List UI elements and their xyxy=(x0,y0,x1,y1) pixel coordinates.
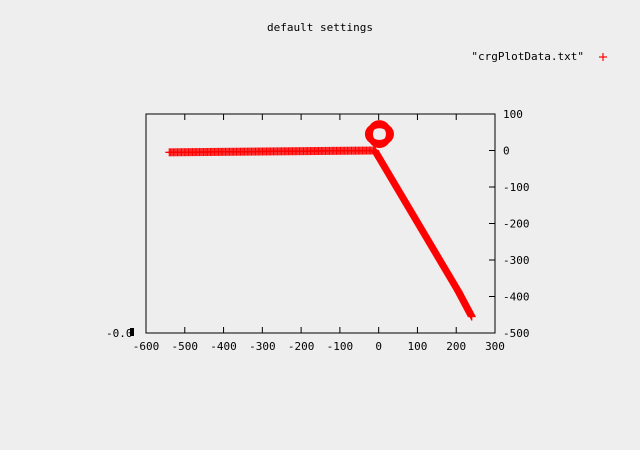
left-axis-marker xyxy=(130,328,134,336)
plot-frame xyxy=(145,113,496,334)
chart-title: default settings xyxy=(267,21,373,34)
legend-marker xyxy=(599,53,607,61)
data-point xyxy=(467,312,476,321)
x-tick-label: -500 xyxy=(172,340,199,353)
legend-label: "crgPlotData.txt" xyxy=(471,50,584,63)
left-axis-label: -0.0 xyxy=(106,327,133,340)
x-tick-label: -300 xyxy=(249,340,276,353)
y-tick-label: 0 xyxy=(503,145,510,158)
y-tick-label: -200 xyxy=(503,218,530,231)
data-point xyxy=(385,130,394,139)
y-tick-label: -300 xyxy=(503,254,530,267)
x-axis: -600 -500 -400 -300 -200 -100 0 100 200 300 xyxy=(133,114,505,353)
x-tick-label: -100 xyxy=(327,340,354,353)
x-tick-label: -400 xyxy=(210,340,237,353)
x-tick-label: 300 xyxy=(485,340,505,353)
x-tick-label: 0 xyxy=(375,340,382,353)
x-tick-label: 100 xyxy=(408,340,428,353)
y-tick-label: -100 xyxy=(503,181,530,194)
x-tick-label: -200 xyxy=(288,340,315,353)
y-tick-label: -500 xyxy=(503,327,530,340)
x-tick-label: -600 xyxy=(133,340,160,353)
y-tick-label: -400 xyxy=(503,291,530,304)
legend: "crgPlotData.txt" xyxy=(471,50,607,63)
data-layer xyxy=(165,120,476,321)
y-tick-label: 100 xyxy=(503,108,523,121)
x-tick-label: 200 xyxy=(446,340,466,353)
y-axis: 100 0 -100 -200 -300 -400 -500 xyxy=(489,108,530,340)
